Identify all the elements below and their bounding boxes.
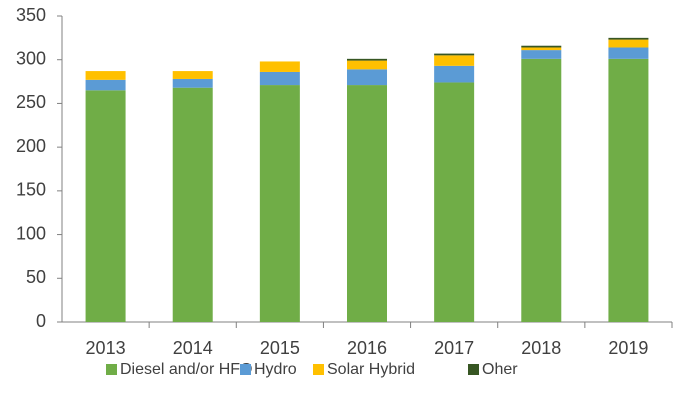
bar-segment bbox=[347, 85, 387, 322]
legend-swatch bbox=[240, 364, 251, 375]
bar-segment bbox=[259, 85, 300, 322]
x-tick-label: 2016 bbox=[347, 338, 387, 358]
bar-segment bbox=[172, 78, 213, 88]
x-tick-label: 2014 bbox=[173, 338, 213, 358]
bar-segment bbox=[608, 37, 649, 40]
bar-segment bbox=[85, 71, 126, 80]
bar-segment bbox=[521, 45, 562, 48]
bar-segment bbox=[434, 82, 475, 323]
bar-segment bbox=[347, 69, 387, 86]
legend-label: Oher bbox=[482, 361, 518, 378]
bar-segment bbox=[172, 87, 213, 322]
y-tick-label: 50 bbox=[26, 267, 46, 287]
bar-segment bbox=[608, 39, 649, 48]
legend-swatch bbox=[468, 364, 479, 375]
y-tick-label: 300 bbox=[16, 48, 46, 68]
bar-segment bbox=[172, 71, 213, 79]
bar-segment bbox=[347, 58, 387, 61]
x-tick-label: 2015 bbox=[260, 338, 300, 358]
bar-segment bbox=[259, 71, 300, 86]
x-tick-label: 2019 bbox=[608, 338, 648, 358]
bar-segment bbox=[259, 61, 300, 72]
legend-label: Solar Hybrid bbox=[327, 361, 415, 378]
y-tick-label: 150 bbox=[16, 180, 46, 200]
bar-segment bbox=[521, 50, 562, 59]
x-tick-label: 2017 bbox=[434, 338, 474, 358]
bar-segment bbox=[347, 60, 387, 70]
bar-segment bbox=[85, 90, 126, 322]
bar-segment bbox=[608, 47, 649, 59]
bar-segment bbox=[434, 53, 475, 56]
x-tick-label: 2018 bbox=[521, 338, 561, 358]
y-tick-label: 0 bbox=[36, 311, 46, 331]
legend-swatch bbox=[106, 364, 117, 375]
bar-segment bbox=[521, 58, 562, 323]
legend-swatch bbox=[313, 364, 324, 375]
bar-segment bbox=[434, 65, 475, 83]
y-tick-label: 250 bbox=[16, 92, 46, 112]
bar-segment bbox=[608, 58, 649, 323]
y-tick-label: 200 bbox=[16, 136, 46, 156]
y-tick-label: 350 bbox=[16, 5, 46, 25]
legend-label: Hydro bbox=[254, 361, 297, 378]
bar-segment bbox=[85, 79, 126, 91]
bar-segment bbox=[434, 55, 475, 66]
y-tick-label: 100 bbox=[16, 223, 46, 243]
bar-segment bbox=[521, 47, 562, 51]
legend-label: Diesel and/or HFO bbox=[120, 361, 253, 378]
x-tick-label: 2013 bbox=[86, 338, 126, 358]
